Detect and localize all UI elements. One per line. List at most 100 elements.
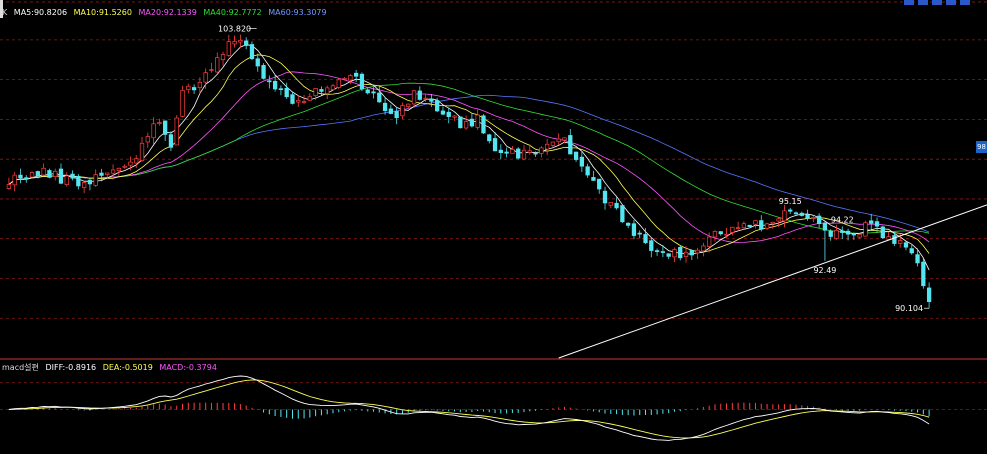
candle-body — [550, 141, 556, 146]
candle-body — [406, 103, 411, 107]
panel-button-5[interactable] — [960, 0, 970, 5]
candle-body — [145, 136, 150, 143]
candle-body — [81, 182, 87, 188]
candle-body — [759, 220, 764, 230]
candle-body — [70, 173, 75, 179]
candle-body — [342, 78, 347, 80]
candle-body — [649, 240, 654, 251]
candle-body — [527, 150, 532, 153]
candle-body — [307, 96, 312, 101]
dea-legend: DEA:-0.5019 — [102, 363, 153, 372]
candle-body — [556, 138, 561, 143]
candle-body — [278, 88, 284, 91]
candle-body — [440, 110, 446, 115]
candle-body — [869, 220, 874, 224]
support-trendline — [558, 204, 987, 359]
candle-body — [116, 167, 122, 171]
ma40-line — [8, 82, 930, 234]
candle-body — [157, 122, 162, 125]
ma10-line — [8, 54, 930, 254]
candle-body — [458, 116, 463, 129]
candle-body — [220, 54, 226, 61]
candle-body — [215, 57, 220, 73]
candle-body — [99, 172, 104, 176]
candle-body — [498, 149, 503, 153]
candle-body — [579, 156, 585, 167]
candle-body — [47, 170, 52, 178]
candle-body — [290, 94, 295, 104]
panel-button-1[interactable] — [904, 0, 914, 5]
candle-body — [845, 230, 851, 235]
candle-body — [544, 143, 550, 150]
candle-body — [510, 149, 515, 154]
price-annotation: 90.104 — [895, 304, 923, 313]
candle-body — [660, 251, 666, 253]
candle-body — [851, 233, 857, 236]
candle-body — [701, 245, 706, 252]
candle-body — [53, 170, 58, 177]
candle-body — [718, 231, 723, 235]
candle-body — [359, 73, 365, 90]
candle-body — [921, 261, 926, 287]
candle-body — [492, 138, 498, 152]
candle-body — [267, 80, 272, 83]
candle-body — [238, 39, 243, 43]
candle-body — [122, 165, 127, 168]
candle-body — [163, 120, 168, 135]
candle-body — [417, 90, 422, 100]
candle-body — [429, 98, 434, 102]
ma20-line — [8, 71, 930, 243]
candle-body — [504, 151, 509, 154]
candle-body — [139, 142, 145, 161]
candle-body — [707, 236, 712, 247]
ma40-legend: MA40:92.7772 — [203, 8, 262, 17]
candle-body — [776, 218, 781, 222]
candle-body — [197, 81, 203, 88]
candle-body — [782, 210, 787, 222]
ma10-legend: MA10:91.5260 — [73, 8, 132, 17]
macd-value-legend: MACD:-0.3794 — [159, 363, 217, 372]
candle-body — [12, 174, 17, 186]
price-annotation: 94.22 — [831, 215, 854, 224]
candle-body — [886, 236, 891, 240]
candle-body — [87, 179, 93, 185]
candle-body — [151, 123, 156, 139]
candle-body — [695, 249, 700, 254]
panel-button-3[interactable] — [932, 0, 942, 5]
candle-body — [58, 168, 64, 184]
dea-line — [8, 379, 930, 439]
candle-body — [475, 114, 480, 128]
candle-body — [394, 111, 399, 119]
macd-legend: macd설편 DIFF:-0.8916 DEA:-0.5019 MACD:-0.… — [2, 363, 221, 373]
candle-body — [788, 209, 793, 212]
candle-body — [435, 100, 440, 112]
candle-body — [747, 224, 752, 228]
candle-body — [834, 230, 839, 239]
price-scale-badge[interactable]: 98 — [976, 141, 987, 153]
candle-body — [186, 85, 191, 91]
candle-body — [811, 217, 816, 219]
panel-button-2[interactable] — [918, 0, 928, 5]
candle-body — [643, 234, 648, 244]
candle-body — [128, 161, 133, 166]
candle-body — [591, 177, 596, 181]
candle-body — [753, 220, 758, 225]
candle-body — [741, 223, 747, 229]
candle-body — [469, 118, 475, 127]
panel-button-4[interactable] — [946, 0, 956, 5]
candle-body — [232, 41, 237, 45]
candle-body — [828, 230, 833, 237]
price-annotation: 95.15 — [779, 197, 802, 206]
candle-body — [226, 41, 231, 56]
ma5-line — [8, 44, 930, 271]
candle-body — [568, 135, 573, 155]
candle-body — [892, 235, 897, 244]
candle-body — [296, 99, 301, 103]
candle-body — [284, 87, 289, 98]
candle-body — [805, 214, 810, 219]
candle-body — [18, 174, 23, 179]
candle-body — [654, 250, 660, 252]
candle-body — [735, 227, 741, 230]
